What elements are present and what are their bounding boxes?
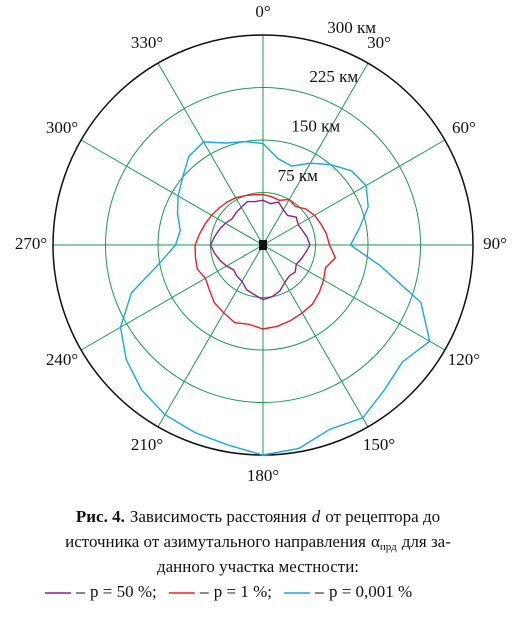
angle-tick-label: 30° xyxy=(367,33,391,52)
angle-tick-label: 330° xyxy=(131,33,163,52)
caption-line: Рис. 4. Зависимость расстояния d от рецепто… xyxy=(76,507,440,526)
angle-tick-label: 60° xyxy=(452,118,476,137)
grid-spoke xyxy=(262,139,446,246)
caption-label: Рис. 4. xyxy=(76,507,125,526)
plot: 0° 30° 60° 90° 120° 150° 180° 210° 240° 270° 300° 3… xyxy=(15,2,507,485)
center-marker xyxy=(259,240,267,250)
caption-line: источника от азимутального направления αп… xyxy=(65,532,451,553)
grid-spoke xyxy=(262,244,446,351)
grid-spoke xyxy=(262,244,369,428)
angle-tick-label: 300° xyxy=(46,118,78,137)
caption-symbol: α xyxy=(371,532,380,551)
angle-tick-label: 210° xyxy=(131,435,163,454)
legend-label: p = 50 % xyxy=(90,582,152,601)
caption-text: источника от азимутального направления xyxy=(65,532,366,551)
angle-tick-label: 120° xyxy=(448,350,480,369)
caption-subscript: прд xyxy=(380,541,397,553)
r-tick-label: 300 км xyxy=(327,18,376,37)
grid-spoke xyxy=(80,244,264,351)
angle-tick-label: 0° xyxy=(255,2,270,21)
angle-tick-label: 180° xyxy=(247,466,279,485)
grid-spoke xyxy=(262,62,369,246)
caption-text: от рецептора до xyxy=(325,507,440,526)
r-tick-label: 150 км xyxy=(291,116,340,135)
caption-symbol: d xyxy=(312,507,321,526)
series-line xyxy=(209,199,311,301)
angle-tick-label: 90° xyxy=(483,234,507,253)
angle-tick-label: 270° xyxy=(15,234,47,253)
caption-text: Зависимость расстояния xyxy=(130,507,307,526)
legend-separator: ; xyxy=(152,582,157,601)
angle-tick-label: 150° xyxy=(363,435,395,454)
caption-text: для за- xyxy=(402,532,451,551)
legend: p = 50 %; p = 1 %; p = 0,001 % xyxy=(45,582,412,601)
grid-spoke xyxy=(157,62,264,246)
grid-spoke xyxy=(157,244,264,428)
angle-tick-label: 240° xyxy=(46,350,78,369)
r-tick-label: 225 км xyxy=(309,67,358,86)
series-line xyxy=(119,140,431,456)
legend-separator: ; xyxy=(267,582,272,601)
legend-label: p = 1 % xyxy=(214,582,268,601)
r-tick-label: 75 км xyxy=(278,166,319,185)
series-line xyxy=(194,193,337,330)
caption-line: данного участка местности: xyxy=(157,557,359,576)
grid-spoke xyxy=(80,139,264,246)
legend-label: p = 0,001 % xyxy=(329,582,412,601)
